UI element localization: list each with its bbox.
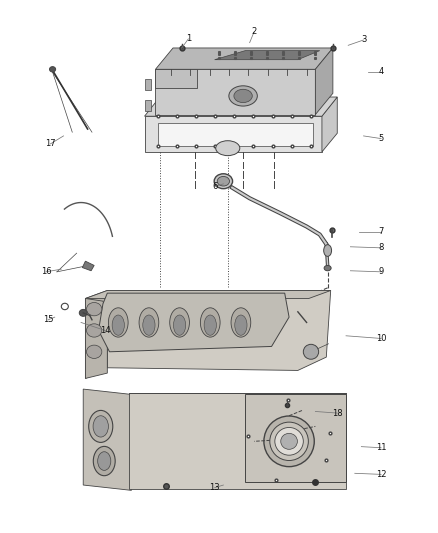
Text: 18: 18 (332, 409, 343, 417)
Ellipse shape (49, 67, 56, 72)
Ellipse shape (235, 315, 247, 335)
Polygon shape (245, 394, 346, 482)
Polygon shape (315, 48, 333, 115)
Ellipse shape (109, 308, 128, 337)
Text: 2: 2 (251, 28, 257, 36)
Polygon shape (145, 116, 322, 152)
Text: 3: 3 (361, 36, 366, 44)
Ellipse shape (264, 416, 314, 467)
Ellipse shape (303, 344, 318, 359)
Ellipse shape (229, 86, 258, 106)
Text: 4: 4 (378, 68, 384, 76)
Text: 12: 12 (376, 470, 386, 479)
Ellipse shape (98, 452, 111, 471)
Ellipse shape (93, 447, 115, 475)
Ellipse shape (216, 141, 240, 156)
Polygon shape (145, 97, 337, 116)
Text: 6: 6 (212, 182, 217, 191)
Ellipse shape (201, 308, 220, 337)
Ellipse shape (204, 315, 216, 335)
Text: 1: 1 (186, 35, 191, 43)
Polygon shape (322, 97, 337, 152)
Ellipse shape (281, 433, 297, 449)
Polygon shape (129, 393, 346, 489)
Ellipse shape (88, 410, 113, 442)
Ellipse shape (86, 324, 102, 337)
Ellipse shape (217, 176, 230, 186)
Text: 8: 8 (378, 244, 384, 252)
Polygon shape (215, 51, 320, 60)
Ellipse shape (234, 89, 252, 102)
Polygon shape (82, 261, 94, 271)
Text: 9: 9 (378, 268, 384, 276)
Ellipse shape (173, 315, 186, 335)
Ellipse shape (324, 265, 331, 271)
Ellipse shape (275, 427, 304, 455)
Ellipse shape (86, 303, 102, 316)
Text: 7: 7 (378, 228, 384, 236)
Ellipse shape (143, 315, 155, 335)
Polygon shape (145, 79, 151, 90)
Ellipse shape (270, 422, 308, 461)
Ellipse shape (61, 303, 68, 310)
Polygon shape (85, 298, 107, 378)
Text: 5: 5 (378, 134, 384, 143)
Ellipse shape (324, 245, 332, 256)
Polygon shape (155, 48, 333, 69)
Text: 13: 13 (209, 483, 220, 492)
Ellipse shape (231, 308, 251, 337)
Text: 17: 17 (45, 140, 56, 148)
Ellipse shape (79, 309, 87, 316)
Polygon shape (85, 290, 331, 298)
Text: 10: 10 (376, 334, 386, 343)
Ellipse shape (93, 416, 109, 437)
Text: 14: 14 (100, 326, 110, 335)
Polygon shape (83, 389, 131, 490)
Ellipse shape (112, 315, 124, 335)
Ellipse shape (139, 308, 159, 337)
Ellipse shape (170, 308, 189, 337)
Text: 11: 11 (376, 443, 386, 452)
Polygon shape (99, 293, 289, 352)
Polygon shape (107, 290, 331, 370)
Ellipse shape (214, 174, 233, 189)
Polygon shape (85, 290, 107, 378)
Polygon shape (158, 123, 313, 146)
Polygon shape (145, 100, 151, 111)
Text: 15: 15 (43, 316, 53, 324)
Ellipse shape (86, 345, 102, 358)
Polygon shape (155, 69, 197, 88)
Text: 16: 16 (41, 268, 51, 276)
Polygon shape (155, 69, 315, 115)
